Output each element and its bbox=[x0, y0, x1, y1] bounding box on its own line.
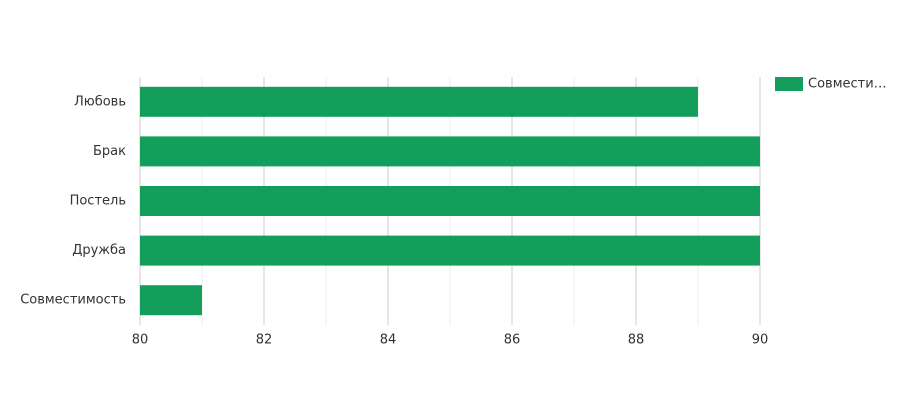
x-tick-label: 82 bbox=[256, 333, 273, 348]
bar bbox=[140, 136, 760, 167]
y-tick-label: Брак bbox=[93, 144, 126, 159]
x-tick-label: 86 bbox=[504, 333, 521, 348]
legend-label[interactable]: Совмести… bbox=[808, 77, 887, 92]
x-tick-label: 84 bbox=[380, 333, 397, 348]
bar bbox=[140, 86, 698, 117]
x-tick-label: 90 bbox=[752, 333, 769, 348]
bar bbox=[140, 186, 760, 216]
legend-swatch[interactable] bbox=[775, 77, 803, 91]
y-tick-label: Постель bbox=[70, 194, 126, 209]
bar bbox=[140, 285, 202, 316]
x-tick-label: 80 bbox=[132, 333, 149, 348]
y-tick-label: Любовь bbox=[74, 94, 126, 109]
y-tick-label: Дружба bbox=[72, 243, 126, 258]
bar bbox=[140, 235, 760, 266]
x-tick-label: 88 bbox=[628, 333, 645, 348]
y-tick-label: Совместимость bbox=[20, 293, 126, 308]
